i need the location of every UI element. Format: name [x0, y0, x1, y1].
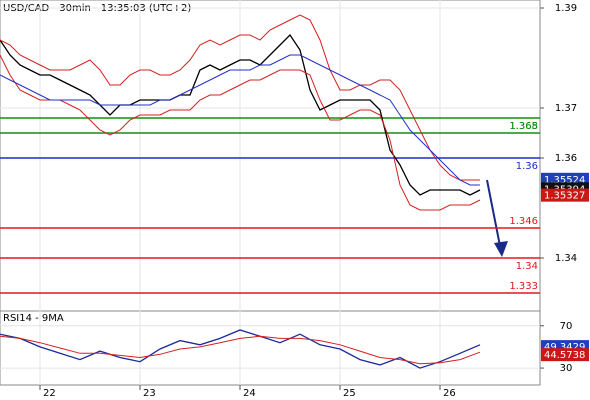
series-line [0, 14, 480, 181]
series-line [0, 329, 481, 369]
level-label: 1.346 [509, 216, 538, 227]
y-tick-label: 1.39 [555, 3, 577, 14]
value-tag [541, 348, 589, 362]
y-tick-label: 1.37 [555, 103, 577, 114]
value-tag [541, 188, 589, 202]
x-tick-label: 22 [43, 388, 56, 399]
x-tick-label: 24 [243, 388, 256, 399]
series-line [0, 54, 481, 211]
value-tag-label: 1.35327 [544, 191, 585, 202]
y-tick-label: 30 [560, 363, 573, 374]
series-line [0, 33, 481, 196]
y-tick-label: 1.36 [555, 153, 577, 164]
x-tick-label: 26 [443, 388, 456, 399]
x-tick-label: 23 [143, 388, 156, 399]
value-tag-label: 44.5738 [544, 350, 585, 361]
y-tick-label: 70 [560, 321, 573, 332]
rsi-title: RSI14 - 9MA [3, 313, 64, 324]
series-line [0, 54, 480, 186]
level-label: 1.365 [509, 121, 538, 132]
level-label: 1.36 [516, 161, 538, 172]
value-tag-label: 1.35524 [544, 175, 585, 186]
level-label: 1.34 [516, 261, 538, 272]
forecast-arrow [486, 179, 508, 257]
series-line [0, 335, 481, 365]
level-label: 1.368 [509, 121, 538, 132]
y-tick-label: 1.34 [555, 253, 577, 264]
x-tick-label: 25 [343, 388, 356, 399]
level-label: 1.333 [509, 281, 538, 292]
plot-frame [0, 0, 541, 386]
value-tag-label: 49.3429 [544, 342, 585, 353]
